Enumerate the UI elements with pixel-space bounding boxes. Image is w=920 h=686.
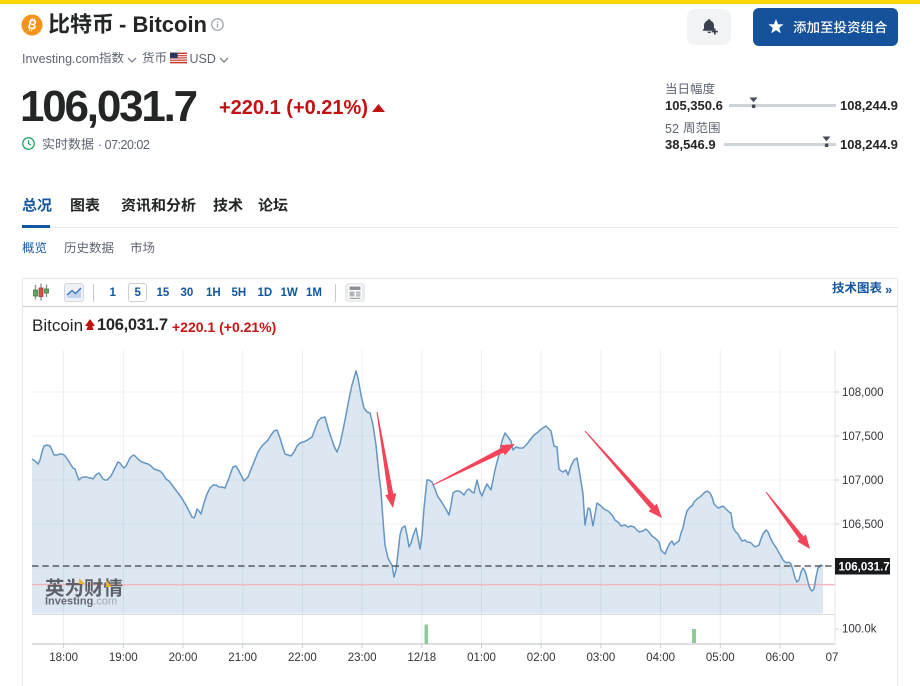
svg-text:107,500: 107,500	[842, 431, 884, 443]
svg-text:20:00: 20:00	[169, 652, 198, 664]
svg-text:12/18: 12/18	[407, 652, 436, 664]
svg-text:22:00: 22:00	[288, 652, 317, 664]
svg-text:106,031.7: 106,031.7	[839, 562, 890, 574]
svg-text:23:00: 23:00	[348, 652, 377, 664]
svg-text:04:00: 04:00	[646, 652, 675, 664]
svg-text:108,000: 108,000	[842, 387, 884, 399]
svg-text:18:00: 18:00	[49, 652, 78, 664]
svg-text:107,000: 107,000	[842, 475, 884, 487]
svg-text:Investing.com: Investing.com	[45, 596, 117, 608]
svg-text:106,500: 106,500	[842, 519, 884, 531]
svg-text:05:00: 05:00	[706, 652, 735, 664]
svg-text:21:00: 21:00	[228, 652, 257, 664]
svg-text:01:00: 01:00	[467, 652, 496, 664]
svg-text:19:00: 19:00	[109, 652, 138, 664]
svg-text:07: 07	[826, 652, 839, 664]
svg-text:03:00: 03:00	[587, 652, 616, 664]
svg-text:02:00: 02:00	[527, 652, 556, 664]
svg-text:100.0k: 100.0k	[842, 624, 877, 636]
svg-text:06:00: 06:00	[766, 652, 795, 664]
